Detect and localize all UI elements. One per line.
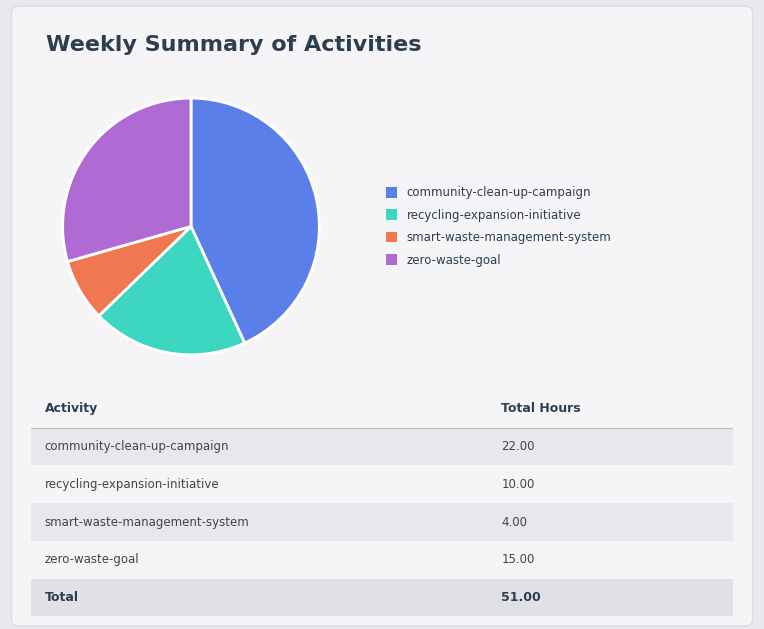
Text: Activity: Activity: [44, 403, 98, 415]
Wedge shape: [191, 98, 319, 343]
Text: Weekly Summary of Activities: Weekly Summary of Activities: [46, 35, 421, 55]
FancyBboxPatch shape: [31, 579, 733, 616]
Text: zero-waste-goal: zero-waste-goal: [44, 554, 139, 566]
Text: 51.00: 51.00: [501, 591, 541, 604]
Text: recycling-expansion-initiative: recycling-expansion-initiative: [44, 478, 219, 491]
Wedge shape: [63, 98, 191, 262]
FancyBboxPatch shape: [31, 503, 733, 541]
FancyBboxPatch shape: [31, 428, 733, 465]
Text: Total Hours: Total Hours: [501, 403, 581, 415]
Wedge shape: [99, 226, 244, 355]
FancyBboxPatch shape: [11, 6, 753, 626]
Text: Total: Total: [44, 591, 79, 604]
Text: 4.00: 4.00: [501, 516, 527, 528]
Text: smart-waste-management-system: smart-waste-management-system: [44, 516, 249, 528]
Legend: community-clean-up-campaign, recycling-expansion-initiative, smart-waste-managem: community-clean-up-campaign, recycling-e…: [386, 186, 612, 267]
Wedge shape: [67, 226, 191, 316]
Text: 15.00: 15.00: [501, 554, 535, 566]
Text: 10.00: 10.00: [501, 478, 535, 491]
FancyBboxPatch shape: [31, 465, 733, 503]
Text: community-clean-up-campaign: community-clean-up-campaign: [44, 440, 229, 453]
Text: 22.00: 22.00: [501, 440, 535, 453]
FancyBboxPatch shape: [31, 541, 733, 579]
